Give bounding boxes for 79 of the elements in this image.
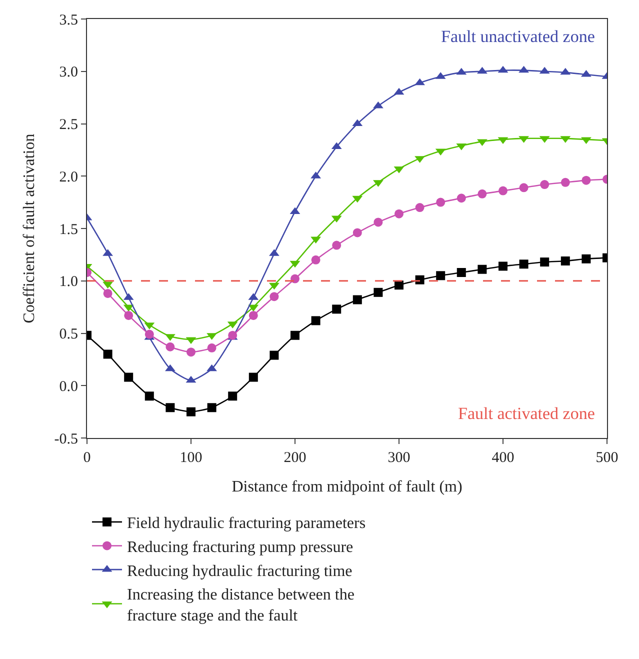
point (248, 372, 258, 382)
point (394, 280, 404, 290)
point (124, 310, 134, 320)
y-tick-label: 2.0 (59, 169, 78, 186)
point (270, 292, 279, 302)
point (414, 78, 425, 86)
x-tick-label: 100 (180, 450, 202, 466)
point (248, 310, 258, 320)
point (518, 66, 529, 73)
x-tick-label: 500 (596, 450, 618, 466)
point (352, 295, 362, 304)
point (311, 316, 320, 326)
point (332, 240, 342, 250)
point (102, 282, 113, 289)
y-tick-label: 2.5 (59, 117, 78, 133)
point (519, 260, 528, 269)
y-tick-label: 3.0 (59, 64, 78, 81)
x-axis-title: Distance from midpoint of fault (m) (232, 478, 462, 496)
legend-label: Reducing fracturing pump pressure (127, 538, 354, 556)
point (186, 407, 196, 416)
point (373, 101, 384, 108)
point (165, 364, 176, 372)
x-tick-label: 0 (83, 450, 91, 466)
point (332, 304, 342, 314)
point (560, 256, 570, 266)
point (166, 342, 175, 352)
y-tick-label: 0.5 (59, 326, 78, 342)
annotation: Fault activated zone (458, 404, 595, 423)
point (415, 203, 424, 212)
point (103, 288, 112, 298)
point (269, 282, 280, 290)
point (290, 274, 300, 284)
y-tick-label: 1.5 (59, 222, 78, 238)
point (540, 258, 550, 267)
point (477, 139, 488, 146)
legend-label: Reducing hydraulic fracturing time (127, 562, 352, 580)
point (582, 176, 591, 185)
point (478, 189, 487, 198)
y-tick-label: 3.5 (59, 12, 78, 28)
point (206, 364, 217, 372)
point (498, 186, 508, 196)
point (186, 348, 196, 357)
y-axis-title: Coefficient of fault activation (21, 134, 38, 324)
point (144, 392, 154, 401)
point (415, 275, 424, 284)
point (311, 255, 320, 264)
point (560, 178, 570, 187)
point (207, 403, 216, 412)
legend-label: Increasing the distance between the fracture stage and the fault (127, 586, 354, 624)
point (374, 218, 383, 227)
point (290, 330, 300, 340)
y-tick-label: -0.5 (54, 431, 78, 448)
legend-label: Field hydraulic fracturing parameters (127, 515, 366, 532)
point (436, 271, 446, 280)
point (352, 228, 362, 238)
point (270, 350, 279, 360)
point (228, 392, 238, 401)
point (478, 264, 487, 274)
point (144, 330, 154, 339)
point (519, 183, 528, 192)
x-tick-label: 400 (492, 450, 514, 466)
point (582, 254, 591, 264)
point (456, 194, 466, 203)
point (394, 209, 404, 218)
point (124, 372, 134, 382)
x-tick-label: 200 (284, 450, 306, 466)
point (207, 343, 216, 352)
point (166, 403, 175, 412)
point (498, 262, 508, 271)
point (103, 350, 112, 359)
point (374, 288, 383, 297)
point (477, 66, 488, 74)
point (540, 180, 550, 190)
annotation: Fault unactivated zone (441, 27, 595, 46)
point (436, 198, 446, 207)
point (456, 268, 466, 277)
x-tick-label: 300 (388, 450, 410, 466)
y-tick-label: 1.0 (59, 274, 78, 290)
y-tick-label: 0.0 (59, 378, 78, 395)
